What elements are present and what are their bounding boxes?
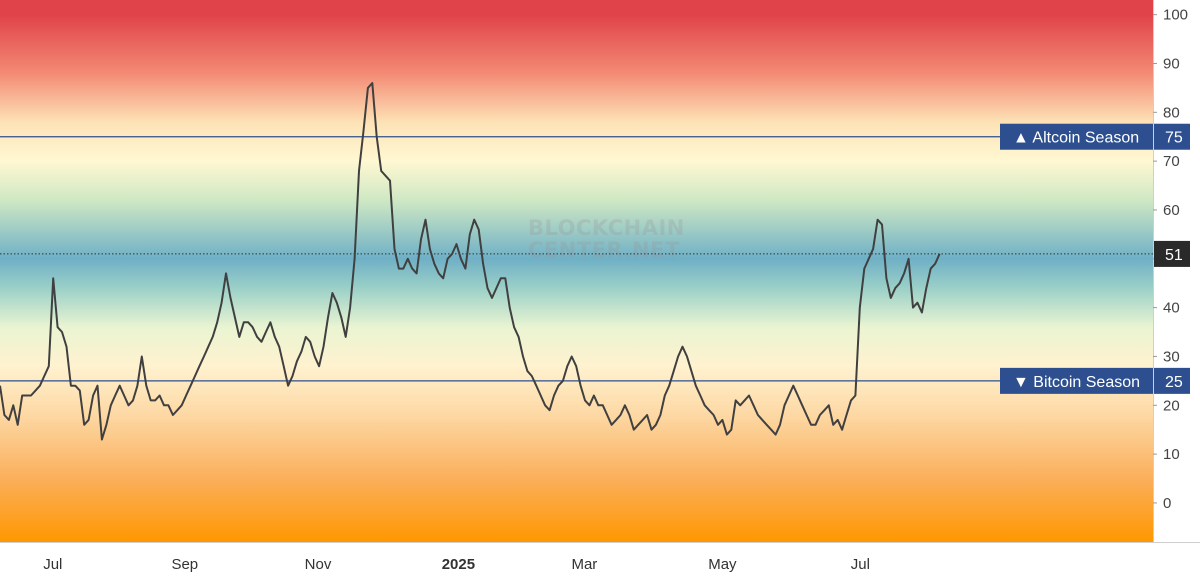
x-tick-label-2: Nov — [305, 556, 332, 573]
y-tick-label-0: 0 — [1163, 495, 1171, 512]
reference-tags[interactable]: ▲ Altcoin Season 75 ▼ Bitcoin Season 25 — [1000, 123, 1190, 394]
y-tick-label-10: 10 — [1163, 446, 1180, 463]
y-tick-label-40: 40 — [1163, 300, 1180, 317]
x-tick-label-6: Jul — [851, 556, 870, 573]
time-axis-background — [0, 542, 1200, 578]
watermark-line-1: BLOCKCHAIN — [528, 216, 685, 240]
price-axis-background — [1153, 0, 1200, 578]
plot-background — [0, 0, 1153, 542]
reference-label-text: ▲ Altcoin Season — [1013, 130, 1139, 147]
x-tick-label-0: Jul — [43, 556, 62, 573]
x-axis-ticks: Jul Sep Nov 2025 Mar May Jul — [43, 556, 870, 573]
x-tick-label-5: May — [708, 556, 737, 573]
current-value-text: 51 — [1165, 247, 1183, 264]
x-tick-label-4: Mar — [571, 556, 597, 573]
reference-value-text: 25 — [1165, 374, 1183, 391]
watermark-line-2: CENTER.NET — [528, 238, 680, 262]
series-line[interactable] — [0, 82, 941, 441]
current-value-tag: 51 — [1154, 240, 1190, 267]
reference-label-box — [1000, 123, 1153, 150]
reference-value-box — [1154, 367, 1190, 394]
y-tick-label-20: 20 — [1163, 397, 1180, 414]
reference-label-box — [1000, 367, 1153, 394]
reference-value-text: 75 — [1165, 130, 1183, 147]
y-tick-label-80: 80 — [1163, 104, 1180, 121]
y-tick-label-100: 100 — [1163, 7, 1188, 24]
y-tick-label-30: 30 — [1163, 348, 1180, 365]
x-tick-label-1: Sep — [171, 556, 198, 573]
reference-tag-75[interactable]: ▲ Altcoin Season 75 — [1000, 123, 1190, 150]
y-tick-label-70: 70 — [1163, 153, 1180, 170]
reference-label-text: ▼ Bitcoin Season — [1013, 374, 1140, 391]
y-tick-label-60: 60 — [1163, 202, 1180, 219]
reference-value-box — [1154, 123, 1190, 150]
current-value-box — [1154, 240, 1190, 267]
x-tick-label-3: 2025 — [442, 556, 475, 573]
reference-tag-25[interactable]: ▼ Bitcoin Season 25 — [1000, 367, 1190, 394]
y-tick-label-90: 90 — [1163, 55, 1180, 72]
